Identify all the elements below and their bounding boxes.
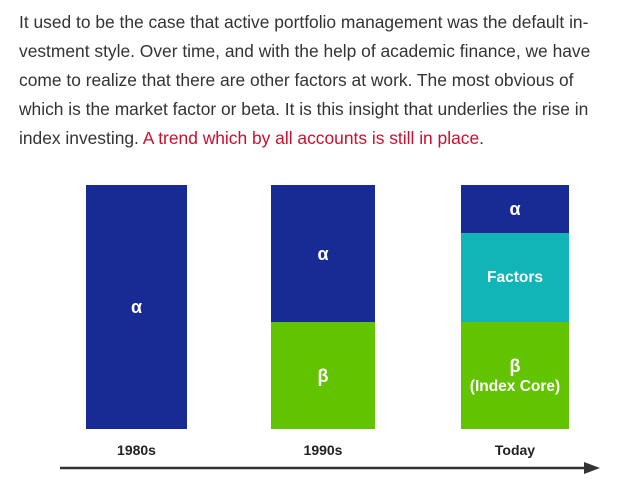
paragraph-trailing-punctuation: . (479, 128, 484, 148)
column-1980s-alpha-segment: α (86, 185, 187, 429)
column-label-1990s: 1990s (303, 442, 343, 458)
arrow-right-icon (584, 462, 600, 474)
alpha-label: α (509, 199, 521, 219)
paragraph-text: It used to be the case that active portf… (19, 12, 591, 148)
column-1990s-beta-segment: β (271, 322, 375, 429)
column-today-beta-segment: β (Index Core) (461, 322, 569, 429)
beta-label: β (317, 365, 329, 386)
column-label-today: Today (494, 442, 536, 458)
column-today-alpha-segment: α (461, 185, 569, 233)
factors-label: Factors (487, 268, 543, 286)
column-today-factors-segment: Factors (461, 233, 569, 322)
timeline-arrow (60, 462, 600, 474)
index-core-label: (Index Core) (469, 377, 561, 395)
highlight-link-text[interactable]: A trend which by all accounts is still i… (142, 128, 480, 148)
beta-label: β (509, 355, 521, 376)
column-1990s-alpha-segment: α (271, 185, 375, 322)
alpha-label: α (317, 243, 329, 264)
alpha-label: α (130, 297, 143, 317)
article-paragraph: It used to be the case that active portf… (19, 8, 621, 153)
evolution-diagram: α α β α Factors β (Index Core) 1980s 199… (0, 175, 639, 492)
column-label-1980s: 1980s (117, 442, 156, 458)
